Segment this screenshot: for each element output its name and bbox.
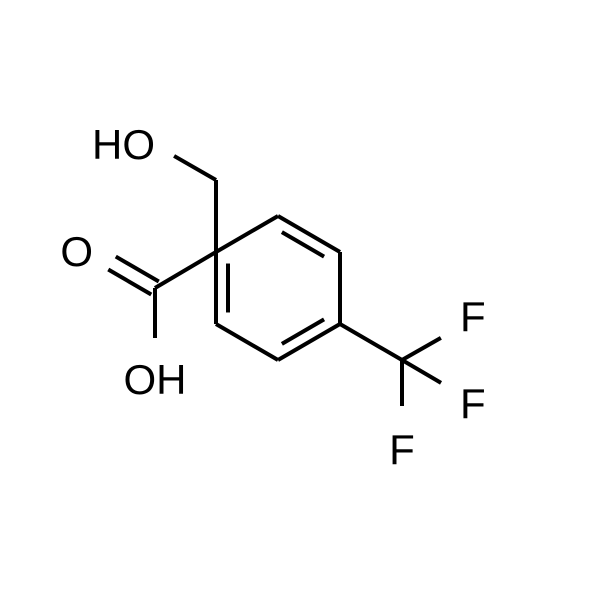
atom-label: F xyxy=(389,426,415,473)
molecule-diagram: HOOOHFFF xyxy=(0,0,600,600)
atom-label: O xyxy=(60,228,93,275)
atom-label: OH xyxy=(124,356,187,403)
atom-label: F xyxy=(460,293,486,340)
atom-label: HO xyxy=(92,121,155,168)
atom-label: F xyxy=(460,380,486,427)
